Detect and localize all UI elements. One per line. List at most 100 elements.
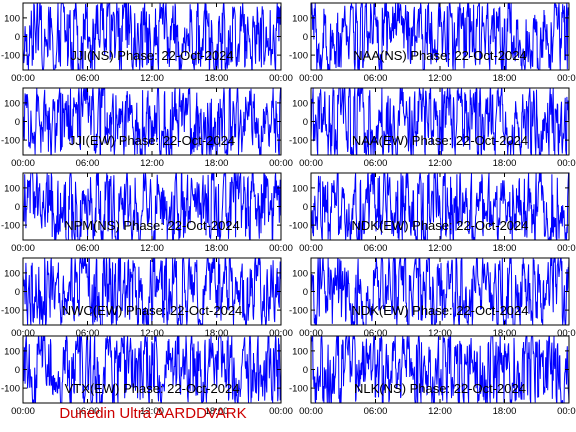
x-tick-label: 06:00 [364,243,388,254]
phase-panel-9: 100 0 -100 00:00 06:00 12:00 18:00 00:00 VTX(EW)… [1,335,293,417]
x-tick-label: 06:00 [364,406,388,417]
phase-trace [23,88,281,155]
x-tick-label: 12:00 [140,406,164,417]
y-tick-label: -100 [289,221,308,232]
phase-trace [311,3,569,70]
x-tick-label: 18:00 [205,73,229,84]
phase-panel-10: 100 0 -100 00:00 06:00 12:00 18:00 00:00 NLK(NS)… [289,335,576,417]
phase-panel-4: 100 0 -100 00:00 06:00 12:00 18:00 00:00 NAA(EW)… [289,87,576,169]
y-tick-label: 0 [303,287,308,298]
x-tick-label: 12:00 [428,243,452,254]
phase-panel-5: 100 0 -100 00:00 06:00 12:00 18:00 00:00 NPM(NS)… [1,172,293,254]
y-tick-label: 100 [292,13,308,24]
x-tick-label: 12:00 [140,73,164,84]
y-tick-label: 0 [15,287,20,298]
x-tick-label: 00:00 [299,243,323,254]
x-tick-label: 06:00 [76,328,100,339]
x-tick-label: 06:00 [364,328,388,339]
panel-title: NDK(EW) Phase: 22-Oct-2024 [351,303,528,318]
y-tick-label: 100 [4,268,20,279]
x-tick-label: 00:00 [269,243,293,254]
x-tick-label: 12:00 [428,406,452,417]
phase-panel-2: 100 0 -100 00:00 06:00 12:00 18:00 00:00 NAA(NS)… [289,2,576,84]
footer-label: Dunedin Ultra AARDDVARK [59,405,246,422]
y-tick-label: 100 [4,98,20,109]
x-tick-label: 12:00 [140,158,164,169]
x-tick-label: 06:00 [364,73,388,84]
panel-title: VTX(EW) Phase: 22-Oct-2024 [65,381,240,396]
y-tick-label: 100 [292,98,308,109]
y-tick-label: -100 [1,306,20,317]
x-tick-label: 00:00 [299,73,323,84]
y-tick-label: 100 [4,13,20,24]
y-tick-label: 0 [15,117,20,128]
y-tick-label: 0 [303,32,308,43]
panel-title: NAA(NS) Phase: 22-Oct-2024 [353,48,526,63]
x-tick-label: 00:00 [269,406,293,417]
x-tick-label: 12:00 [140,243,164,254]
x-tick-label: 00:00 [299,328,323,339]
y-tick-label: -100 [1,384,20,395]
x-tick-label: 00:00 [11,73,35,84]
x-tick-label: 06:00 [76,406,100,417]
y-tick-label: -100 [1,136,20,147]
x-tick-label: 00:00 [557,406,576,417]
phase-panel-1: 100 0 -100 00:00 06:00 12:00 18:00 00:00 JJI(NS)… [1,2,293,84]
phase-panel-8: 100 0 -100 00:00 06:00 12:00 18:00 00:00 NDK(EW)… [289,257,576,339]
y-tick-label: 100 [4,346,20,357]
y-tick-label: 0 [15,365,20,376]
x-tick-label: 00:00 [557,158,576,169]
x-tick-label: 00:00 [11,158,35,169]
panel-title: NDK(EW) Phase: 22-Oct-2024 [351,218,528,233]
panel-title: NPM(NS) Phase: 22-Oct-2024 [64,218,240,233]
y-tick-label: 0 [303,365,308,376]
x-tick-label: 18:00 [205,158,229,169]
x-tick-label: 18:00 [205,243,229,254]
x-tick-label: 12:00 [428,73,452,84]
panel-title: NWC(EW) Phase: 22-Oct-2024 [62,303,243,318]
x-tick-label: 18:00 [493,328,517,339]
x-tick-label: 00:00 [269,328,293,339]
x-tick-label: 12:00 [428,158,452,169]
x-tick-label: 18:00 [493,158,517,169]
panel-title: JJI(NS) Phase: 22-Oct-2024 [70,48,233,63]
panel-title: NAA(EW) Phase: 22-Oct-2024 [352,133,528,148]
x-tick-label: 00:00 [299,406,323,417]
y-tick-label: -100 [1,51,20,62]
y-tick-label: 0 [15,32,20,43]
x-tick-label: 00:00 [557,328,576,339]
x-tick-label: 00:00 [269,73,293,84]
phase-trace [311,173,569,240]
x-tick-label: 00:00 [557,73,576,84]
x-tick-label: 18:00 [493,406,517,417]
y-tick-label: 100 [4,183,20,194]
x-tick-label: 18:00 [493,243,517,254]
x-tick-label: 18:00 [493,73,517,84]
y-tick-label: -100 [289,136,308,147]
y-tick-label: -100 [289,51,308,62]
x-tick-label: 00:00 [299,158,323,169]
x-tick-label: 18:00 [205,328,229,339]
y-tick-label: -100 [289,384,308,395]
x-tick-label: 00:00 [11,328,35,339]
x-tick-label: 00:00 [11,406,35,417]
x-tick-label: 06:00 [364,158,388,169]
x-tick-label: 12:00 [140,328,164,339]
phase-trace [311,88,569,155]
phase-trace [23,336,281,403]
y-tick-label: 100 [292,346,308,357]
x-tick-label: 06:00 [76,73,100,84]
y-tick-label: -100 [1,221,20,232]
phase-panel-6: 100 0 -100 00:00 06:00 12:00 18:00 00:00 NDK(EW)… [289,172,576,254]
y-tick-label: 0 [303,202,308,213]
x-tick-label: 06:00 [76,243,100,254]
y-tick-label: 100 [292,268,308,279]
y-tick-label: 0 [15,202,20,213]
phase-trace [23,3,281,70]
phase-panel-7: 100 0 -100 00:00 06:00 12:00 18:00 00:00 NWC(EW)… [1,257,293,339]
x-tick-label: 18:00 [205,406,229,417]
phase-trace [311,336,569,403]
y-tick-label: 100 [292,183,308,194]
x-tick-label: 12:00 [428,328,452,339]
